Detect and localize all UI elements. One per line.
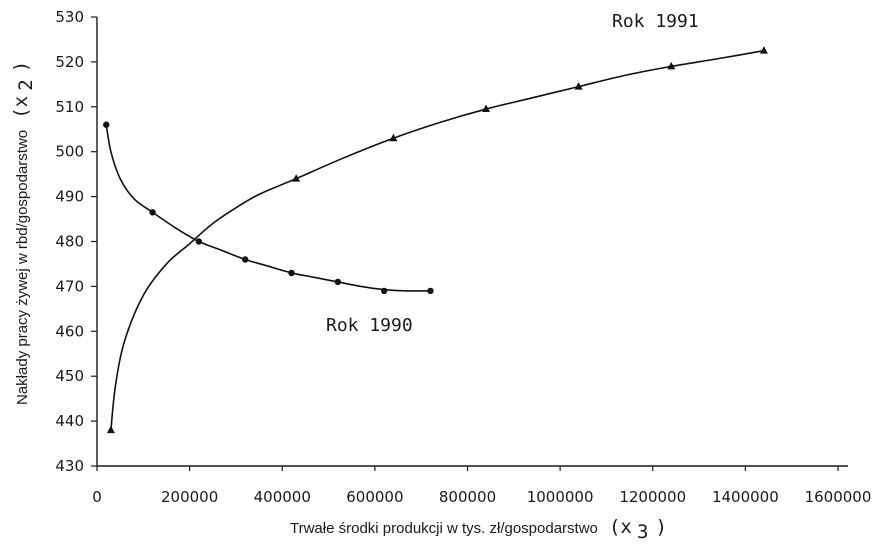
y-tick-label: 490	[55, 188, 84, 206]
x-axis-title-text: Trwałe środki produkcji w tys. zł/gospod…	[290, 520, 598, 537]
x-tick-label: 1200000	[619, 488, 686, 506]
data-point-rok-1990	[380, 287, 388, 295]
y-tick-label: 480	[55, 233, 84, 251]
data-point-rok-1991	[667, 61, 676, 70]
x-tick-label: 400000	[254, 488, 311, 506]
y-axis-symbol-close: )	[10, 61, 32, 72]
y-tick-label: 530	[55, 8, 84, 26]
y-axis-title-text: Nakłady pracy żywej w rbd/gospodarstwo	[14, 130, 31, 405]
y-tick-label: 450	[55, 367, 84, 385]
data-point-rok-1990	[149, 209, 156, 216]
y-tick-label: 520	[55, 53, 84, 71]
x-axis-title: Trwałe środki produkcji w tys. zł/gospod…	[290, 516, 667, 543]
data-point-rok-1991	[759, 46, 768, 54]
y-tick-label: 440	[55, 412, 84, 430]
data-point-rok-1990	[103, 121, 110, 128]
y-tick-label: 460	[55, 322, 84, 340]
x-axis-symbol-sub: 3	[637, 521, 648, 543]
x-tick-label: 1600000	[805, 488, 872, 506]
data-point-rok-1990	[427, 287, 434, 295]
x-tick-label: 0	[92, 488, 102, 506]
data-point-rok-1990	[288, 269, 295, 277]
x-ticks: 0 200000 400000 600000 800000 1000000 1200000 1…	[92, 466, 871, 506]
y-ticks: 430 440 450 460 470 480 490 500 510 520 530	[55, 8, 97, 475]
x-axis-symbol: (x	[609, 516, 632, 538]
data-point-rok-1990	[242, 256, 249, 263]
y-tick-label: 500	[55, 143, 84, 161]
y-tick-label: 510	[55, 98, 84, 116]
x-tick-label: 600000	[346, 488, 403, 506]
data-point-rok-1990	[195, 238, 203, 245]
x-tick-label: 800000	[439, 488, 496, 506]
data-point-rok-1990	[334, 278, 342, 286]
data-point-rok-1991	[482, 104, 491, 113]
data-point-rok-1991	[292, 174, 301, 182]
x-tick-label: 200000	[161, 488, 218, 506]
axes	[96, 17, 848, 467]
data-point-rok-1991	[106, 425, 115, 434]
x-axis-symbol-close: )	[656, 516, 667, 538]
series-layer	[103, 46, 768, 434]
y-tick-label: 470	[55, 277, 84, 295]
y-axis-symbol-sub: 2	[15, 79, 37, 90]
y-axis-title: Nakłady pracy żywej w rbd/gospodarstwo (…	[10, 61, 37, 405]
y-tick-label: 430	[55, 457, 84, 475]
x-tick-label: 1000000	[527, 488, 594, 506]
data-point-rok-1991	[389, 133, 398, 142]
series-label-rok-1990: Rok 1990	[326, 315, 413, 336]
series-line-rok-1990	[105, 124, 431, 292]
series-line-rok-1991	[110, 49, 765, 431]
data-point-rok-1991	[574, 82, 583, 90]
series-label-rok-1991: Rok 1991	[612, 11, 699, 32]
x-tick-label: 1400000	[712, 488, 779, 506]
y-axis-symbol: (x	[10, 96, 32, 119]
